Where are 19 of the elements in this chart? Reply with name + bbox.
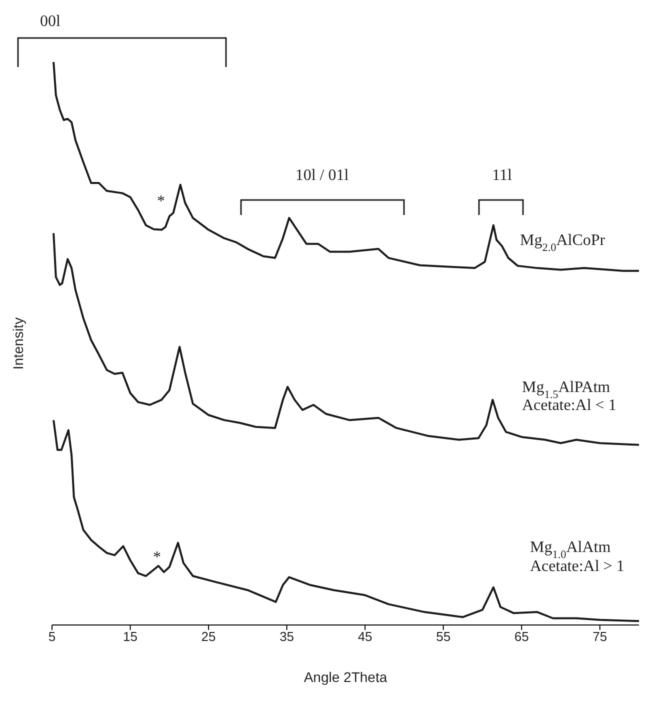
x-tick-label: 5: [48, 629, 56, 644]
annotation: *: [153, 549, 161, 566]
x-tick-label: 75: [592, 629, 608, 644]
x-tick-label: 25: [201, 629, 216, 644]
annotation: Acetate:Al < 1: [522, 397, 616, 414]
annotation: 10l / 01l: [295, 167, 350, 184]
series-label: Mg$_{2.0}$AlCoPr: [520, 232, 606, 254]
text: Mg$_{1.0}$AlAtm: [530, 539, 612, 561]
x-tick-label: 65: [514, 629, 529, 644]
x-tick-label: 45: [358, 629, 372, 644]
y-axis-title: Intensity: [10, 317, 26, 370]
x-axis-title: Angle 2Theta: [304, 669, 388, 685]
annotation: 11l: [492, 167, 512, 184]
x-tick-label: 55: [436, 629, 451, 644]
x-tick-label: 35: [280, 629, 294, 644]
x-tick-label: 15: [123, 629, 138, 644]
text: 00l: [40, 13, 61, 30]
annotation: *: [157, 193, 165, 210]
annotation: Acetate:Al > 1: [530, 558, 624, 575]
